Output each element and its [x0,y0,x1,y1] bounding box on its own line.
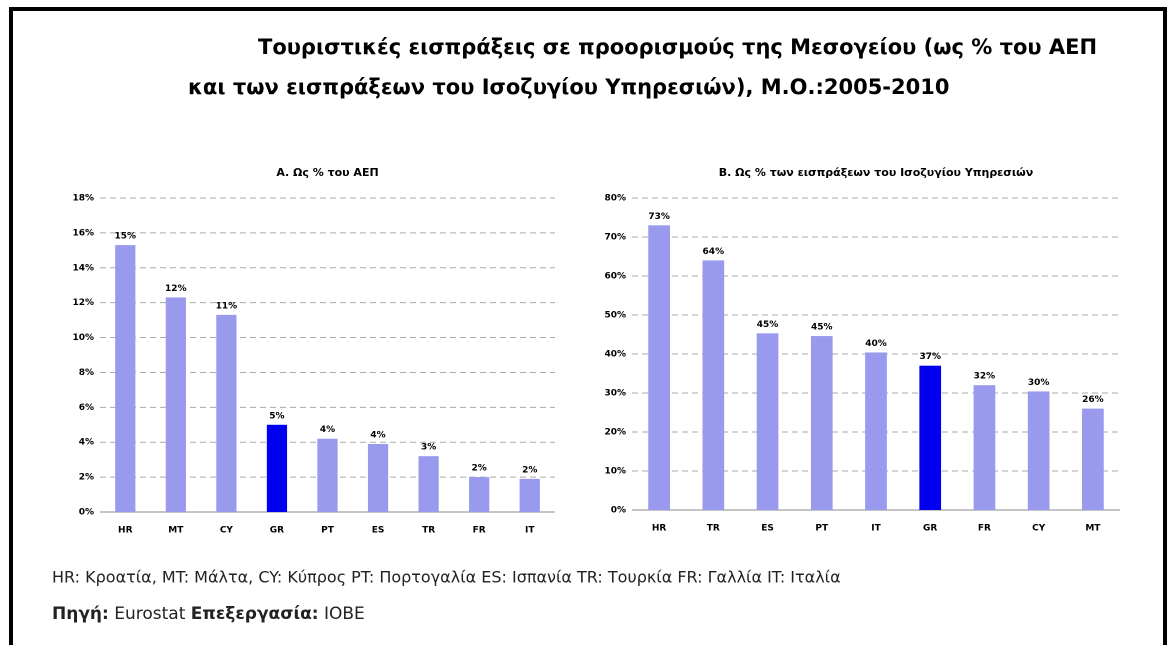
bar [702,260,725,510]
value-label: 2% [472,464,487,474]
y-tick-label: 30% [604,389,626,399]
x-tick-label: FR [473,526,486,536]
bar [865,352,887,510]
bar [469,477,490,512]
title-line: Τουριστικές εισπράξεις σε προορισμούς τη… [258,35,1097,59]
bar [418,456,439,512]
y-tick-label: 10% [72,333,94,343]
bar [756,333,779,510]
y-tick-label: 70% [604,233,626,243]
value-label: 30% [1028,378,1050,388]
bar [810,336,833,510]
value-label: 45% [757,320,779,330]
value-label: 3% [421,443,436,453]
x-tick-label: PT [815,524,829,534]
value-label: 26% [1082,395,1104,405]
value-label: 73% [648,212,670,222]
y-tick-label: 4% [79,438,94,448]
x-tick-label: TR [422,526,435,536]
bar [216,314,237,512]
title-line: και των εισπράξεων του Ισοζυγίου Υπηρεσι… [188,75,949,99]
bar [317,438,338,512]
bar [367,443,389,512]
y-tick-label: 80% [604,194,626,204]
value-label: 4% [320,425,335,435]
bar [266,424,288,512]
bar [165,297,186,512]
y-tick-label: 14% [72,263,94,273]
source-label: Πηγή: [52,604,109,624]
source: Eurostat [114,604,185,624]
y-tick-label: 6% [79,403,94,413]
x-tick-label: IT [871,524,881,534]
y-tick-label: 50% [604,311,626,321]
x-tick-label: GR [270,526,284,536]
processing-label: Επεξεργασία: [191,604,319,624]
y-tick-label: 10% [604,467,626,477]
y-tick-label: 2% [79,473,94,483]
frame [9,7,1167,645]
y-tick-label: 16% [72,228,94,238]
x-tick-label: ES [372,526,385,536]
x-tick-label: MT [168,526,184,536]
value-label: 12% [165,284,187,294]
x-tick-label: MT [1085,524,1101,534]
value-label: 37% [919,352,941,362]
y-tick-label: 20% [604,428,626,438]
y-tick-label: 0% [611,506,626,516]
x-tick-label: HR [652,524,667,534]
y-tick-label: 18% [72,194,94,204]
x-tick-label: GR [923,524,937,534]
y-tick-label: 8% [79,368,94,378]
y-tick-label: 12% [72,298,94,308]
y-tick-label: 60% [604,272,626,282]
bar [1082,408,1104,510]
value-label: 2% [522,465,537,475]
y-tick-label: 0% [79,508,94,518]
bar [115,245,136,512]
value-label: 11% [216,301,238,311]
value-label: 45% [811,323,833,333]
bar [648,225,670,511]
source-line: Πηγή: Eurostat Επεξεργασία: IOBE [52,604,365,624]
processing: IOBE [324,604,365,624]
chart-subtitle: B. Ως % των εισπράξεων του Ισοζυγίου Υπη… [719,166,1033,179]
value-label: 5% [269,411,284,421]
bar [973,385,996,510]
value-label: 40% [865,339,887,349]
x-tick-label: ES [761,524,774,534]
chart-subtitle: A. Ως % του ΑΕΠ [276,166,378,179]
x-tick-label: TR [707,524,720,534]
x-tick-label: FR [978,524,991,534]
bar [519,478,540,512]
x-tick-label: HR [118,526,133,536]
x-tick-label: CY [220,526,234,536]
bar [1027,391,1050,510]
x-tick-label: CY [1032,524,1046,534]
value-label: 4% [370,430,385,440]
bar [919,365,942,510]
legend-note: HR: Κροατία, MT: Μάλτα, CY: Κύπρος PT: Π… [52,568,841,587]
y-tick-label: 40% [604,350,626,360]
value-label: 15% [115,232,137,242]
value-label: 32% [974,372,996,382]
value-label: 64% [703,247,725,257]
x-tick-label: PT [321,526,335,536]
x-tick-label: IT [525,526,535,536]
